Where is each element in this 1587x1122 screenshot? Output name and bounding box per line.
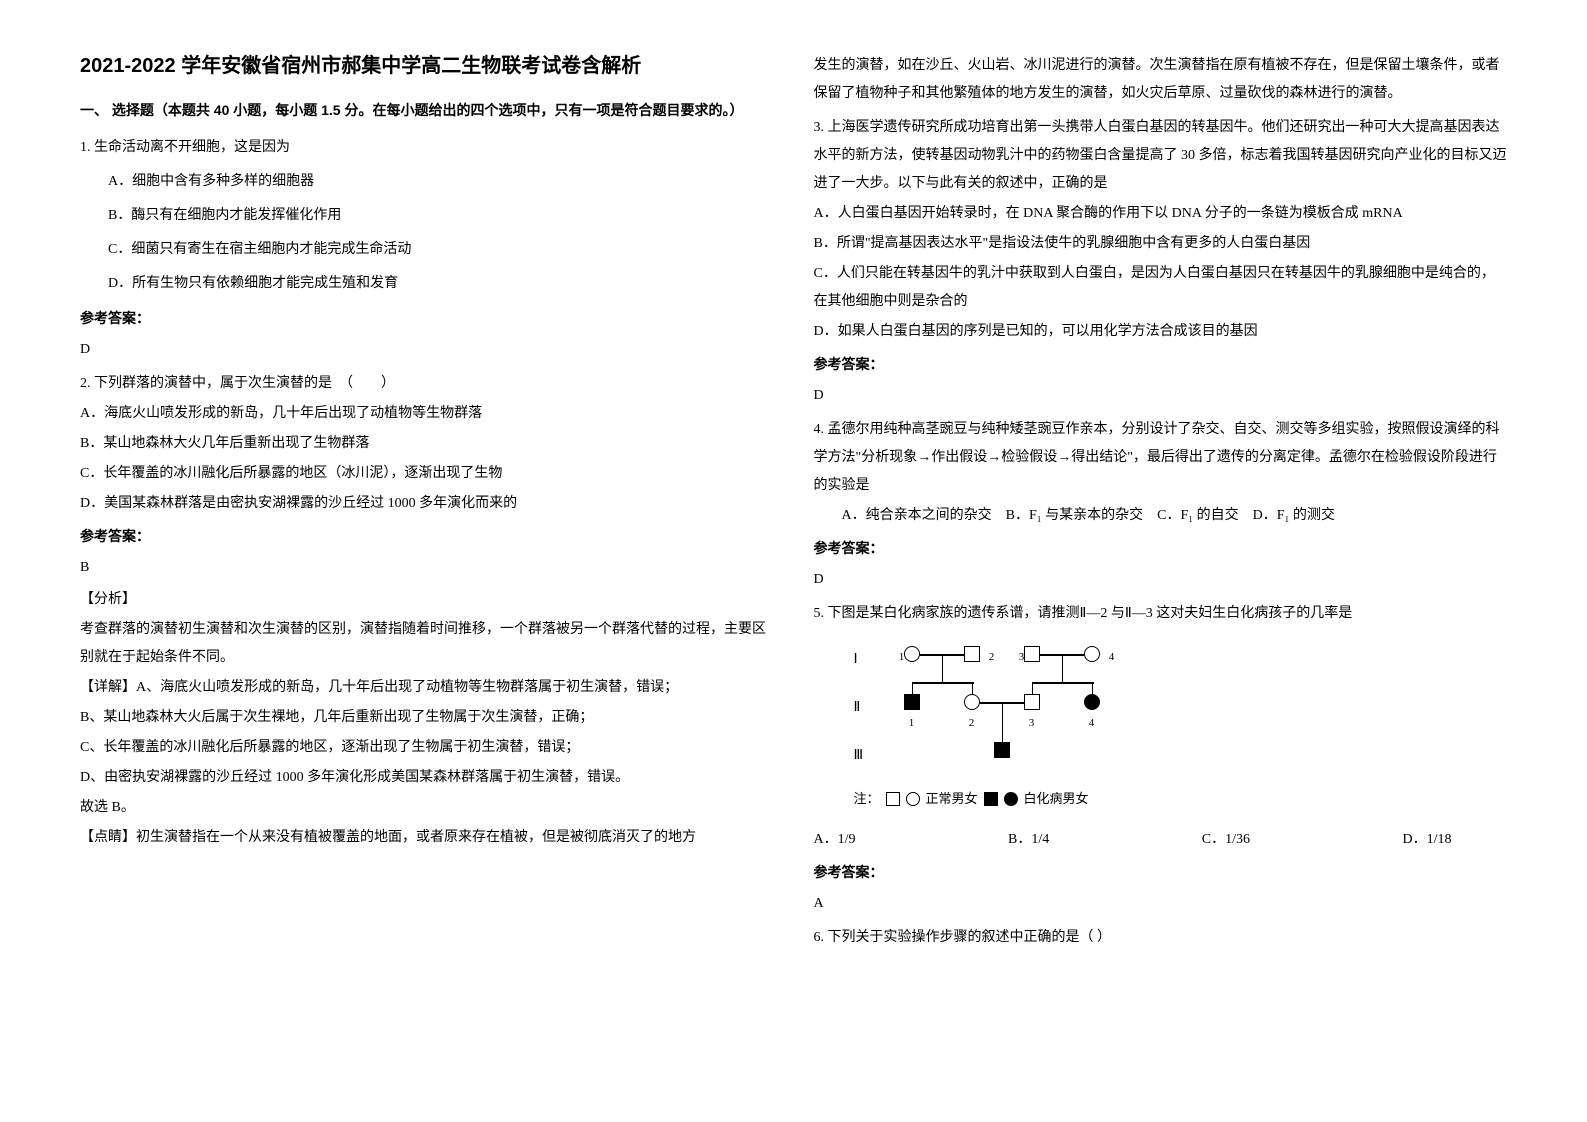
q2-opt-c: C．长年覆盖的冰川融化后所暴露的地区（冰川泥），逐渐出现了生物 [80, 460, 774, 488]
q2-dianjing: 【点睛】初生演替指在一个从来没有植被覆盖的地面，或者原来存在植被，但是被彻底消灭… [80, 824, 774, 852]
q1-opt-c: C．细菌只有寄生在宿主细胞内才能完成生命活动 [108, 236, 774, 264]
q3-ans: D [814, 382, 1508, 410]
q4-stem: 4. 孟德尔用纯种高茎豌豆与纯种矮茎豌豆作亲本，分别设计了杂交、自交、测交等多组… [814, 416, 1508, 500]
node-II-4 [1084, 694, 1100, 710]
node-III-1 [994, 742, 1010, 758]
legend-affected-text: 白化病男女 [1024, 786, 1089, 812]
q2-dianjing-cont: 发生的演替，如在沙丘、火山岩、冰川泥进行的演替。次生演替指在原有植被不存在，但是… [814, 52, 1508, 108]
drop-II-3 [1032, 682, 1034, 694]
q2-opt-a: A．海底火山喷发形成的新岛，几十年后出现了动植物等生物群落 [80, 400, 774, 428]
legend-circle-filled-icon [1004, 792, 1018, 806]
q3-ans-label: 参考答案： [814, 350, 1508, 378]
node-II-2 [964, 694, 980, 710]
node-II-3 [1024, 694, 1040, 710]
q5-stem: 5. 下图是某白化病家族的遗传系谱，请推测Ⅱ—2 与Ⅱ—3 这对夫妇生白化病孩子… [814, 600, 1508, 628]
drop-II-2 [972, 682, 974, 694]
q5-opt-d: D．1/18 [1403, 826, 1452, 854]
gen-label-1: Ⅰ [854, 646, 858, 674]
line-I-34-down [1062, 654, 1064, 682]
num-II-3: 3 [1022, 712, 1042, 734]
line-I-12-down [942, 654, 944, 682]
num-II-1: 1 [902, 712, 922, 734]
num-II-2: 2 [962, 712, 982, 734]
q3-opt-c: C．人们只能在转基因牛的乳汁中获取到人白蛋白，是因为人白蛋白基因只在转基因牛的乳… [814, 260, 1508, 316]
legend-square-filled-icon [984, 792, 998, 806]
q5-ans: A [814, 890, 1508, 918]
q2-xiangjie-b: B、某山地森林大火后属于次生裸地，几年后重新出现了生物属于次生演替，正确； [80, 704, 774, 732]
legend-note: 注： [854, 786, 880, 812]
q1-options: A．细胞中含有多种多样的细胞器 B．酶只有在细胞内才能发挥催化作用 C．细菌只有… [108, 168, 774, 298]
num-I-1: 1 [892, 646, 912, 668]
q2-xiangjie-c: C、长年覆盖的冰川融化后所暴露的地区，逐渐出现了生物属于初生演替，错误； [80, 734, 774, 762]
legend-square-icon [886, 792, 900, 806]
legend-circle-icon [906, 792, 920, 806]
num-I-3: 3 [1012, 646, 1032, 668]
num-II-4: 4 [1082, 712, 1102, 734]
q2-xiangjie-a: 【详解】A、海底火山喷发形成的新岛，几十年后出现了动植物等生物群落属于初生演替，… [80, 674, 774, 702]
q6-stem: 6. 下列关于实验操作步骤的叙述中正确的是（ ） [814, 924, 1508, 952]
q1-opt-d: D．所有生物只有依赖细胞才能完成生殖和发育 [108, 270, 774, 298]
q5-opt-a: A．1/9 [814, 826, 856, 854]
q1-ans-label: 参考答案： [80, 304, 774, 332]
q2-fenxi: 考查群落的演替初生演替和次生演替的区别，演替指随着时间推移，一个群落被另一个群落… [80, 616, 774, 672]
q1-ans: D [80, 336, 774, 364]
q4-options: A．纯合亲本之间的杂交 B．F₁ 与某亲本的杂交 C．F₁ 的自交 D．F₁ 的… [842, 502, 1508, 530]
q2-stem: 2. 下列群落的演替中，属于次生演替的是 （ ） [80, 370, 774, 398]
q2-ans-label: 参考答案： [80, 522, 774, 550]
q2-opt-b: B．某山地森林大火几年后重新出现了生物群落 [80, 430, 774, 458]
drop-II-1 [912, 682, 914, 694]
exam-title: 2021-2022 学年安徽省宿州市郝集中学高二生物联考试卷含解析 [80, 50, 774, 82]
q5-opt-c: C．1/36 [1202, 826, 1250, 854]
gen-label-2: Ⅱ [854, 694, 861, 722]
q3-opt-a: A．人白蛋白基因开始转录时，在 DNA 聚合酶的作用下以 DNA 分子的一条链为… [814, 200, 1508, 228]
left-column: 2021-2022 学年安徽省宿州市郝集中学高二生物联考试卷含解析 一、 选择题… [60, 50, 794, 1072]
q3-opt-d: D．如果人白蛋白基因的序列是已知的，可以用化学方法合成该目的基因 [814, 318, 1508, 346]
q4-ans: D [814, 566, 1508, 594]
sibbar-left [912, 682, 974, 684]
num-I-2: 2 [982, 646, 1002, 668]
node-I-2 [964, 646, 980, 662]
num-I-4: 4 [1102, 646, 1122, 668]
q1-opt-a: A．细胞中含有多种多样的细胞器 [108, 168, 774, 196]
q1-opt-b: B．酶只有在细胞内才能发挥催化作用 [108, 202, 774, 230]
q5-options: A．1/9 B．1/4 C．1/36 D．1/18 [814, 826, 1452, 854]
q2-fenxi-label: 【分析】 [80, 586, 774, 614]
pedigree-legend: 注： 正常男女 白化病男女 [854, 786, 1089, 812]
node-I-4 [1084, 646, 1100, 662]
q5-opt-b: B．1/4 [1008, 826, 1049, 854]
q5-ans-label: 参考答案： [814, 858, 1508, 886]
drop-II-4 [1092, 682, 1094, 694]
q2-opt-d: D．美国某森林群落是由密执安湖裸露的沙丘经过 1000 多年演化而来的 [80, 490, 774, 518]
gen-label-3: Ⅲ [854, 742, 864, 770]
section-1-head: 一、 选择题（本题共 40 小题，每小题 1.5 分。在每小题给出的四个选项中，… [80, 96, 774, 124]
node-II-1 [904, 694, 920, 710]
legend-normal-text: 正常男女 [926, 786, 978, 812]
q2-xiangjie-e: 故选 B。 [80, 794, 774, 822]
q3-stem: 3. 上海医学遗传研究所成功培育出第一头携带人白蛋白基因的转基因牛。他们还研究出… [814, 114, 1508, 198]
line-II-23-down [1002, 702, 1004, 742]
q1-stem: 1. 生命活动离不开细胞，这是因为 [80, 134, 774, 162]
q3-opt-b: B．所谓"提高基因表达水平"是指设法使牛的乳腺细胞中含有更多的人白蛋白基因 [814, 230, 1508, 258]
sibbar-right [1032, 682, 1094, 684]
right-column: 发生的演替，如在沙丘、火山岩、冰川泥进行的演替。次生演替指在原有植被不存在，但是… [794, 50, 1528, 1072]
q2-xiangjie-d: D、由密执安湖裸露的沙丘经过 1000 多年演化形成美国某森林群落属于初生演替，… [80, 764, 774, 792]
q4-ans-label: 参考答案： [814, 534, 1508, 562]
pedigree-diagram: Ⅰ Ⅱ Ⅲ 1 2 3 4 1 2 3 4 [854, 642, 1174, 812]
q4-opts-line: A．纯合亲本之间的杂交 B．F₁ 与某亲本的杂交 C．F₁ 的自交 D．F₁ 的… [842, 502, 1335, 530]
q2-ans: B [80, 554, 774, 582]
